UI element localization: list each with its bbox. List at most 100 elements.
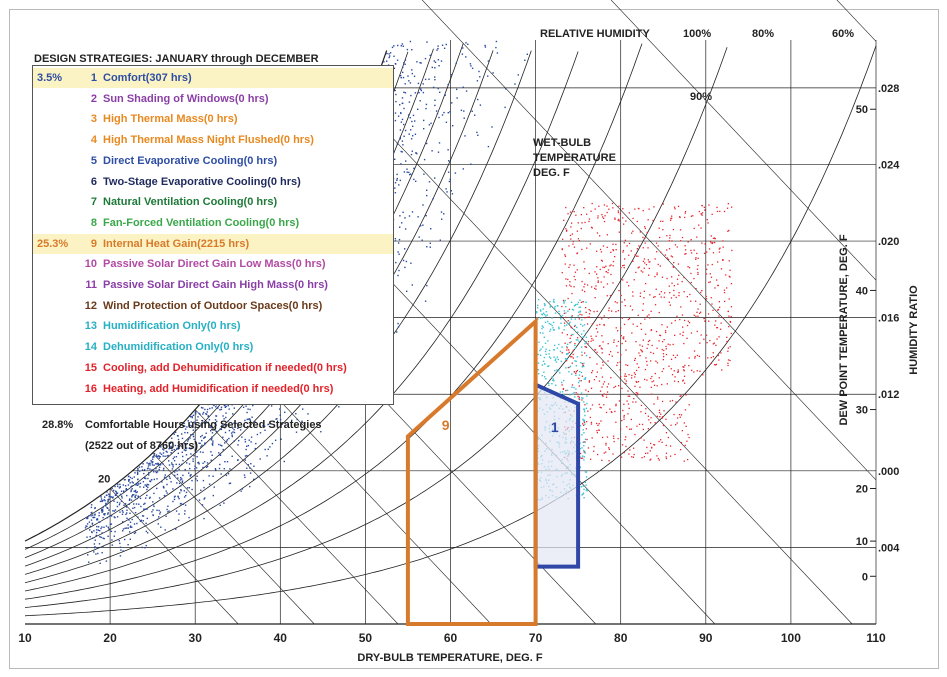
x-tick-label: 70 [529, 631, 543, 645]
legend-box: 3.5% 1 Comfort(307 hrs) 2 Sun Shading of Win… [32, 65, 394, 405]
legend-title: DESIGN STRATEGIES: JANUARY through DECEM… [34, 53, 319, 65]
legend-item-label: Passive Solar Direct Gain High Mass(0 hr… [103, 279, 328, 291]
dew-point-tick-label: 10 [856, 536, 868, 548]
legend-item-number: 12 [84, 299, 97, 312]
rh-label: 100% [683, 28, 711, 40]
x-tick-label: 30 [189, 631, 203, 645]
legend-item-label: Heating, add Humidification if needed(0 … [103, 382, 334, 395]
legend-item-2: 2 Sun Shading of Windows(0 hrs) [33, 89, 393, 109]
hr-tick-label: .028 [878, 83, 899, 95]
legend-item-number: 4 [90, 134, 97, 147]
legend-item-10: 10 Passive Solar Direct Gain Low Mass(0 h… [33, 254, 393, 274]
rh-label: 60% [832, 28, 854, 40]
dew-point-tick-label: 50 [856, 104, 868, 116]
legend-item-label: High Thermal Mass(0 hrs) [103, 113, 238, 126]
legend-item-15: 15 Cooling, add Dehumidification if neede… [33, 358, 393, 378]
rh-label: 80% [752, 28, 774, 40]
legend-item-number: 1 [90, 72, 97, 84]
legend-item-8: 8 Fan-Forced Ventilation Cooling(0 hrs) [33, 213, 393, 233]
summary-line-1: Comfortable Hours using Selected Strateg… [85, 419, 322, 431]
hr-tick-label: .016 [878, 313, 899, 325]
x-tick-label: 100 [781, 631, 801, 645]
rh-curve-50 [24, 50, 532, 584]
x-tick-label: 50 [359, 631, 373, 645]
summary-pct: 28.8% [42, 419, 74, 431]
zone-label: 9 [442, 417, 450, 433]
legend-item-number: 5 [90, 154, 97, 167]
wet-bulb-line-20 [109, 488, 239, 625]
rh-curve-30 [24, 43, 643, 600]
wet-bulb-line-60 [610, 0, 877, 281]
legend-item-number: 6 [90, 175, 97, 188]
legend-item-number: 3 [90, 113, 97, 126]
dew-point-tick-label: 30 [856, 405, 868, 417]
legend-item-3: 3 High Thermal Mass(0 hrs) [33, 109, 393, 129]
legend-item-number: 9 [90, 237, 97, 250]
hr-tick-label: .004 [878, 542, 900, 554]
hr-tick-label: .000 [878, 466, 899, 478]
x-tick-label: 20 [103, 631, 117, 645]
wet-bulb-line-30 [194, 409, 399, 625]
legend-item-9: 25.3% 9 Internal Heat Gain(2215 hrs) [33, 233, 393, 254]
legend-item-pct: 25.3% [37, 237, 69, 250]
rh-curve-40 [24, 51, 579, 592]
strategy-zones [405, 317, 581, 626]
zone-label: 1 [551, 419, 559, 435]
legend-item-number: 15 [84, 361, 97, 374]
legend-item-label: High Thermal Mass Night Flushed(0 hrs) [103, 134, 314, 147]
hr-tick-label: .012 [878, 389, 899, 401]
legend-item-label: Sun Shading of Windows(0 hrs) [103, 92, 269, 105]
legend-item-6: 6 Two-Stage Evaporative Cooling(0 hrs) [33, 172, 393, 192]
rh-curve-20 [24, 47, 728, 608]
legend-item-12: 12 Wind Protection of Outdoor Spaces(0 hr… [33, 296, 393, 316]
wet-bulb-title: TEMPERATURE [533, 152, 616, 164]
legend-item-16: 16 Heating, add Humidification if needed(… [33, 379, 393, 399]
x-tick-label: 40 [274, 631, 288, 645]
x-tick-label: 80 [614, 631, 628, 645]
legend-item-5: 5 Direct Evaporative Cooling(0 hrs) [33, 151, 393, 171]
legend-item-pct: 3.5% [37, 72, 63, 84]
legend-item-1: 3.5% 1 Comfort(307 hrs) [33, 68, 393, 88]
legend-item-14: 14 Dehumidification Only(0 hrs) [33, 337, 393, 357]
hr-tick-label: .020 [878, 236, 899, 248]
y-axis-label: HUMIDITY RATIO [908, 285, 920, 375]
legend-item-7: 7 Natural Ventilation Cooling(0 hrs) [33, 192, 393, 212]
legend-item-label: Comfort(307 hrs) [103, 72, 192, 84]
hr-tick-label: .024 [878, 159, 900, 171]
legend-item-label: Natural Ventilation Cooling(0 hrs) [103, 196, 278, 209]
zone-1 [533, 381, 581, 569]
dew-point-tick-label: 40 [856, 285, 868, 297]
rh-inner-label: 90% [690, 91, 712, 103]
legend-item-label: Fan-Forced Ventilation Cooling(0 hrs) [103, 216, 300, 229]
legend-item-number: 7 [90, 196, 97, 209]
rh-curve-10 [24, 45, 877, 617]
rh-curve-60 [24, 50, 494, 575]
wet-bulb-line-25 [152, 452, 315, 625]
zone-9 [405, 317, 538, 626]
legend-item-number: 8 [90, 216, 97, 229]
legend-item-label: Wind Protection of Outdoor Spaces(0 hrs) [103, 299, 323, 312]
wet-bulb-title: DEG. F [533, 167, 570, 179]
legend-item-number: 16 [84, 382, 97, 395]
legend-item-label: Two-Stage Evaporative Cooling(0 hrs) [103, 175, 301, 188]
summary-line-2: (2522 out of 8760 hrs) [85, 440, 199, 452]
dew-point-tick-label: 0 [862, 571, 868, 583]
legend-item-11: 11 Passive Solar Direct Gain High Mass(0 … [33, 275, 393, 295]
wet-bulb-label: 20 [98, 473, 110, 485]
legend-item-label: Passive Solar Direct Gain Low Mass(0 hrs… [103, 258, 326, 271]
x-tick-label: 10 [18, 631, 32, 645]
x-tick-label: 60 [444, 631, 458, 645]
wet-bulb-line-55 [421, 0, 877, 481]
legend-item-number: 13 [84, 320, 97, 333]
legend-item-number: 2 [90, 92, 97, 105]
legend-item-label: Direct Evaporative Cooling(0 hrs) [103, 154, 278, 167]
legend-item-label: Dehumidification Only(0 hrs) [103, 341, 254, 354]
legend-item-label: Humidification Only(0 hrs) [103, 320, 241, 333]
rh-header: RELATIVE HUMIDITY [540, 28, 650, 40]
legend-item-number: 10 [84, 258, 97, 271]
dew-point-tick-label: 20 [856, 483, 868, 495]
legend-item-label: Internal Heat Gain(2215 hrs) [103, 237, 250, 250]
legend-item-4: 4 High Thermal Mass Night Flushed(0 hrs) [33, 130, 393, 150]
